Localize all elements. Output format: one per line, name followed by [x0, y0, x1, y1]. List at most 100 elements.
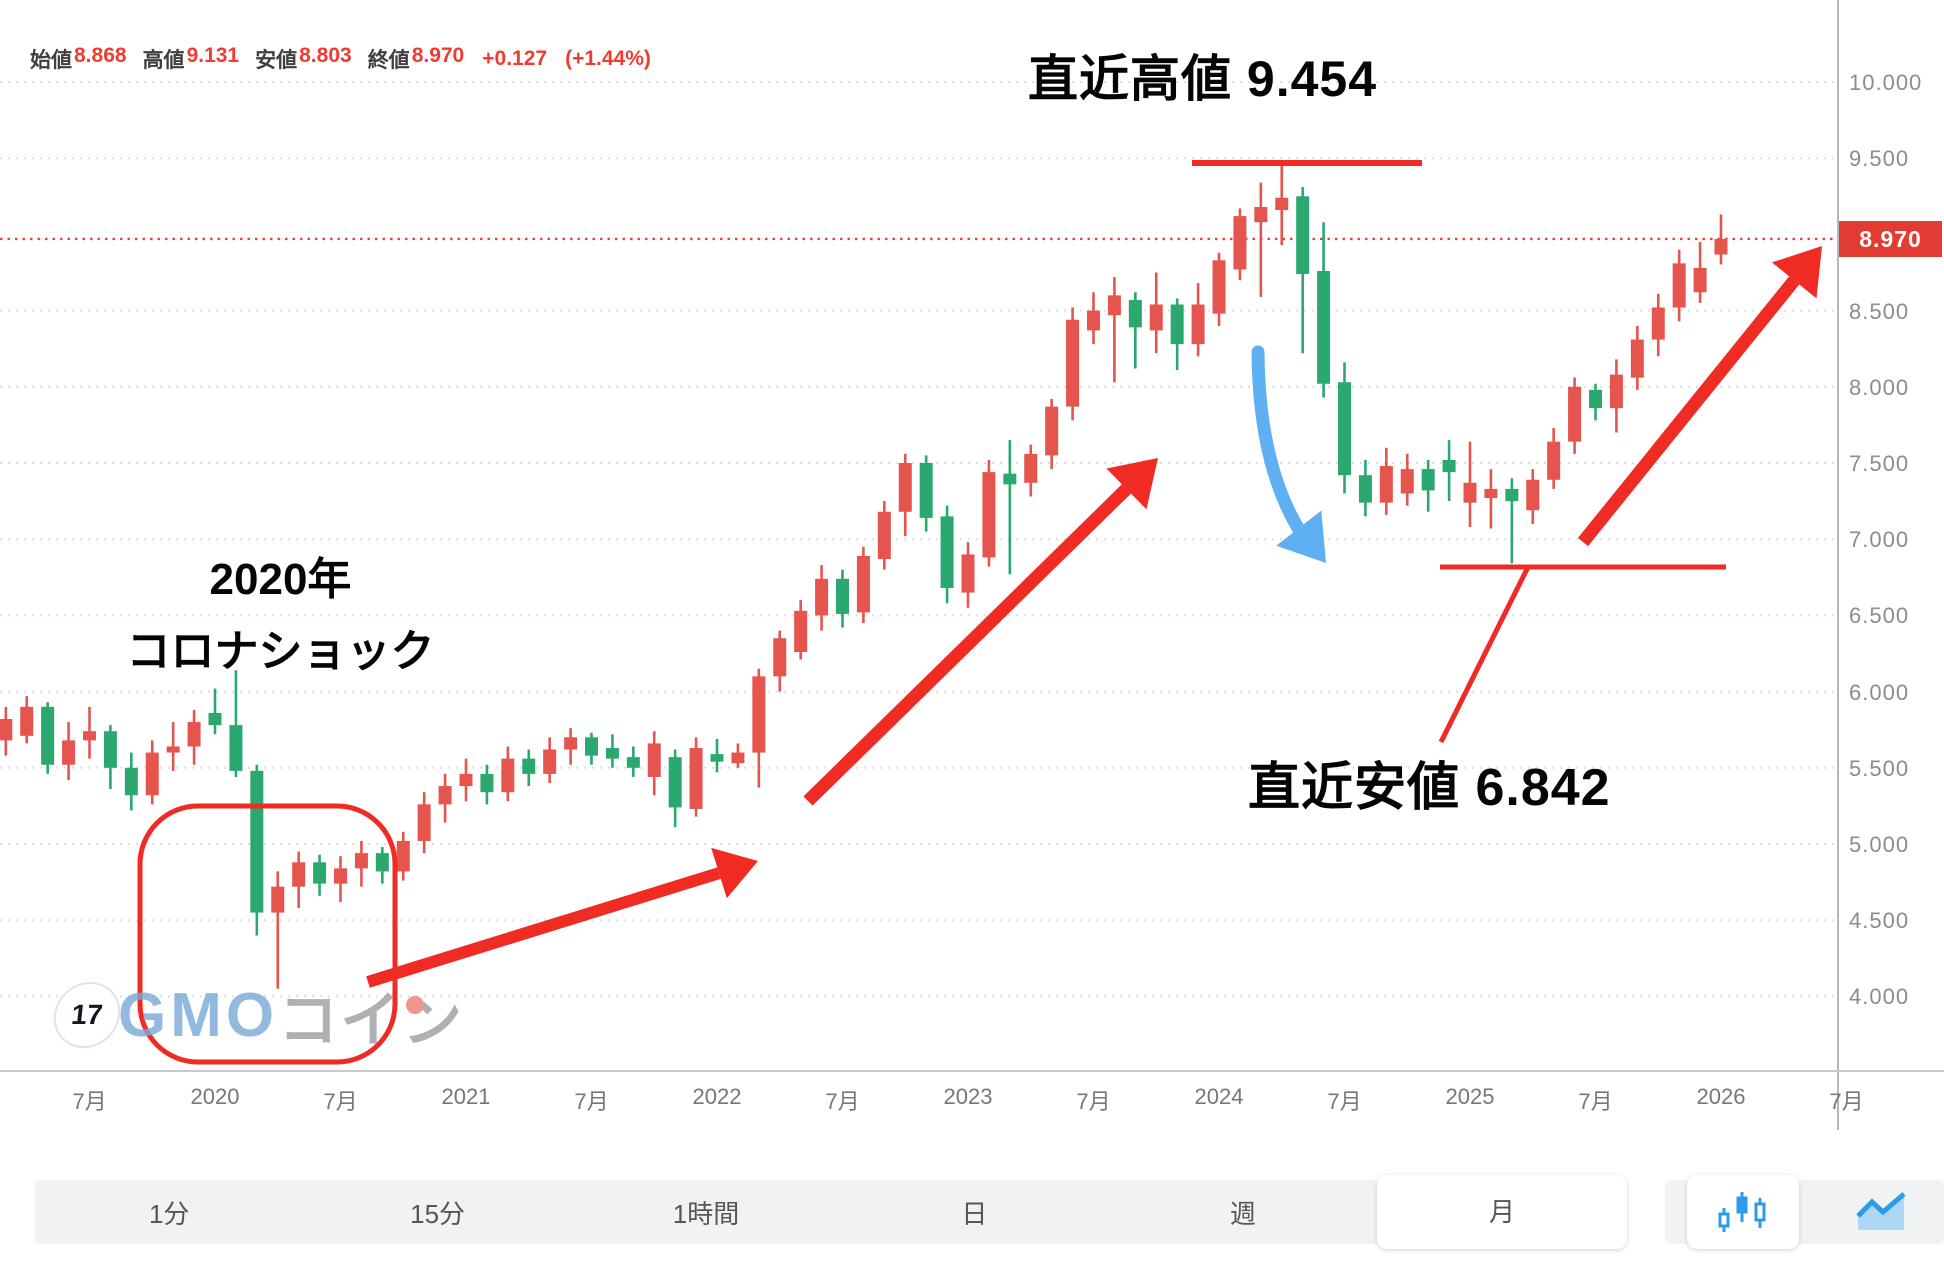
close-value: 8.970: [411, 44, 465, 67]
candle-2025-09: [1630, 325, 1644, 390]
interval-button-1分[interactable]: 1分: [148, 1198, 190, 1229]
candle-2025-01: [1463, 441, 1477, 528]
candle-2022-08: [856, 546, 870, 624]
candle-2019-05: [41, 702, 55, 774]
area-chart-icon: [1856, 1192, 1906, 1230]
change-value: +0.127: [482, 47, 548, 70]
corona-crash-circle: [137, 803, 398, 1065]
close-label: 終値: [367, 49, 410, 72]
candle-2024-07: [1338, 362, 1352, 494]
candle-2022-09: [877, 501, 891, 570]
time-axis-line: [0, 1070, 1944, 1072]
interval-button-日[interactable]: 日: [961, 1198, 988, 1229]
interval-toolbar[interactable]: 1分 15分 1時間 日 週 月: [35, 1175, 1628, 1249]
candle-2022-03: [752, 668, 766, 788]
time-label-7月-54: 7月: [1327, 1089, 1362, 1114]
price-label-10.000: 10.000: [1849, 70, 1923, 95]
candle-2025-12: [1693, 242, 1707, 303]
interval-button-月[interactable]: 月: [1377, 1175, 1628, 1249]
candlestick-type-button[interactable]: [1686, 1175, 1799, 1249]
corona-shock-annotation: 2020年 コロナショック: [88, 544, 473, 688]
candle-2024-08: [1358, 459, 1372, 517]
candlestick-icon: [1718, 1192, 1766, 1232]
candle-2024-01: [1212, 252, 1226, 326]
price-label-8.500: 8.500: [1849, 298, 1910, 324]
price-label-6.000: 6.000: [1849, 679, 1910, 705]
candle-2022-01: [710, 738, 724, 773]
time-label-7月--6: 7月: [72, 1089, 107, 1114]
candle-2023-08: [1107, 277, 1121, 383]
candle-2025-11: [1672, 249, 1686, 322]
recent-low-annotation: 直近安値 6.842: [1248, 759, 1611, 817]
candle-2021-04: [522, 749, 536, 787]
up-trend-arrow-3-head: [1771, 246, 1822, 299]
down-trend-arrow: [1251, 345, 1317, 553]
candle-2025-08: [1609, 359, 1623, 433]
candle-2022-12: [940, 505, 954, 604]
time-label-2024-48: 2024: [1194, 1084, 1244, 1109]
candle-2023-11: [1170, 298, 1184, 371]
candle-2022-06: [815, 565, 829, 631]
candle-2024-04: [1275, 165, 1289, 246]
candle-2021-10: [647, 731, 661, 796]
candle-2020-03: [250, 764, 264, 936]
candle-2022-05: [794, 600, 808, 660]
candle-2023-09: [1128, 292, 1142, 369]
interval-button-週[interactable]: 週: [1229, 1198, 1256, 1229]
candle-2025-06: [1568, 377, 1582, 454]
chart-type-toolbar[interactable]: [1665, 1175, 1944, 1249]
high-value: 9.131: [186, 44, 240, 67]
candle-2021-02: [480, 764, 494, 805]
time-label-7月-78: 7月: [1829, 1089, 1864, 1114]
candle-2022-04: [773, 630, 787, 692]
candle-2021-03: [501, 746, 515, 802]
down-trend-arrow-head: [1276, 510, 1326, 563]
interval-button-15分[interactable]: 15分: [410, 1198, 466, 1229]
price-label-4.500: 4.500: [1849, 908, 1910, 934]
candle-2021-08: [605, 734, 619, 768]
time-label-2023-36: 2023: [943, 1084, 993, 1109]
price-label-7.500: 7.500: [1849, 451, 1910, 476]
candle-2020-07: [334, 856, 348, 902]
price-label-5.000: 5.000: [1849, 832, 1910, 857]
time-label-7月-30: 7月: [825, 1089, 860, 1114]
candle-2022-07: [836, 569, 850, 628]
candle-2023-10: [1149, 272, 1163, 354]
candle-2024-02: [1233, 208, 1247, 281]
low-label: 安値: [255, 49, 298, 72]
price-label-8.000: 8.000: [1849, 374, 1910, 400]
candle-2020-02: [229, 670, 243, 777]
candle-2019-06: [62, 722, 76, 780]
candle-2019-08: [103, 725, 117, 790]
open-label: 始値: [30, 49, 72, 72]
candle-2023-12: [1191, 283, 1205, 357]
candle-2025-03: [1505, 478, 1519, 564]
change-pct-value: (+1.44%): [565, 47, 651, 70]
candle-2020-08: [354, 840, 368, 887]
candle-2024-05: [1296, 187, 1310, 354]
area-type-button[interactable]: [1842, 1180, 1922, 1244]
candle-2022-02: [731, 743, 745, 768]
price-axis-line: [1837, 0, 1839, 1130]
candle-2023-07: [1087, 292, 1101, 345]
candle-2025-07: [1589, 383, 1603, 421]
candle-2020-09: [375, 847, 389, 884]
candle-2021-07: [585, 732, 599, 765]
candle-2025-05: [1547, 427, 1561, 489]
candle-2023-03: [1003, 440, 1017, 575]
candlestick-chart[interactable]: [0, 0, 1944, 1170]
candle-2022-10: [898, 453, 912, 537]
up-trend-arrow-2-head: [1106, 458, 1158, 510]
candle-2019-03: [0, 706, 13, 756]
interval-button-1時間[interactable]: 1時間: [672, 1198, 740, 1229]
candle-2021-06: [564, 728, 578, 765]
candle-2020-11: [417, 792, 431, 854]
price-label-4.000: 4.000: [1849, 984, 1910, 1010]
time-label-2025-60: 2025: [1445, 1084, 1495, 1109]
open-value: 8.868: [74, 44, 127, 67]
up-trend-arrow-1-head: [711, 847, 758, 899]
candle-2019-09: [124, 752, 138, 811]
candle-2023-01: [961, 542, 975, 608]
candle-2019-12: [187, 709, 201, 765]
